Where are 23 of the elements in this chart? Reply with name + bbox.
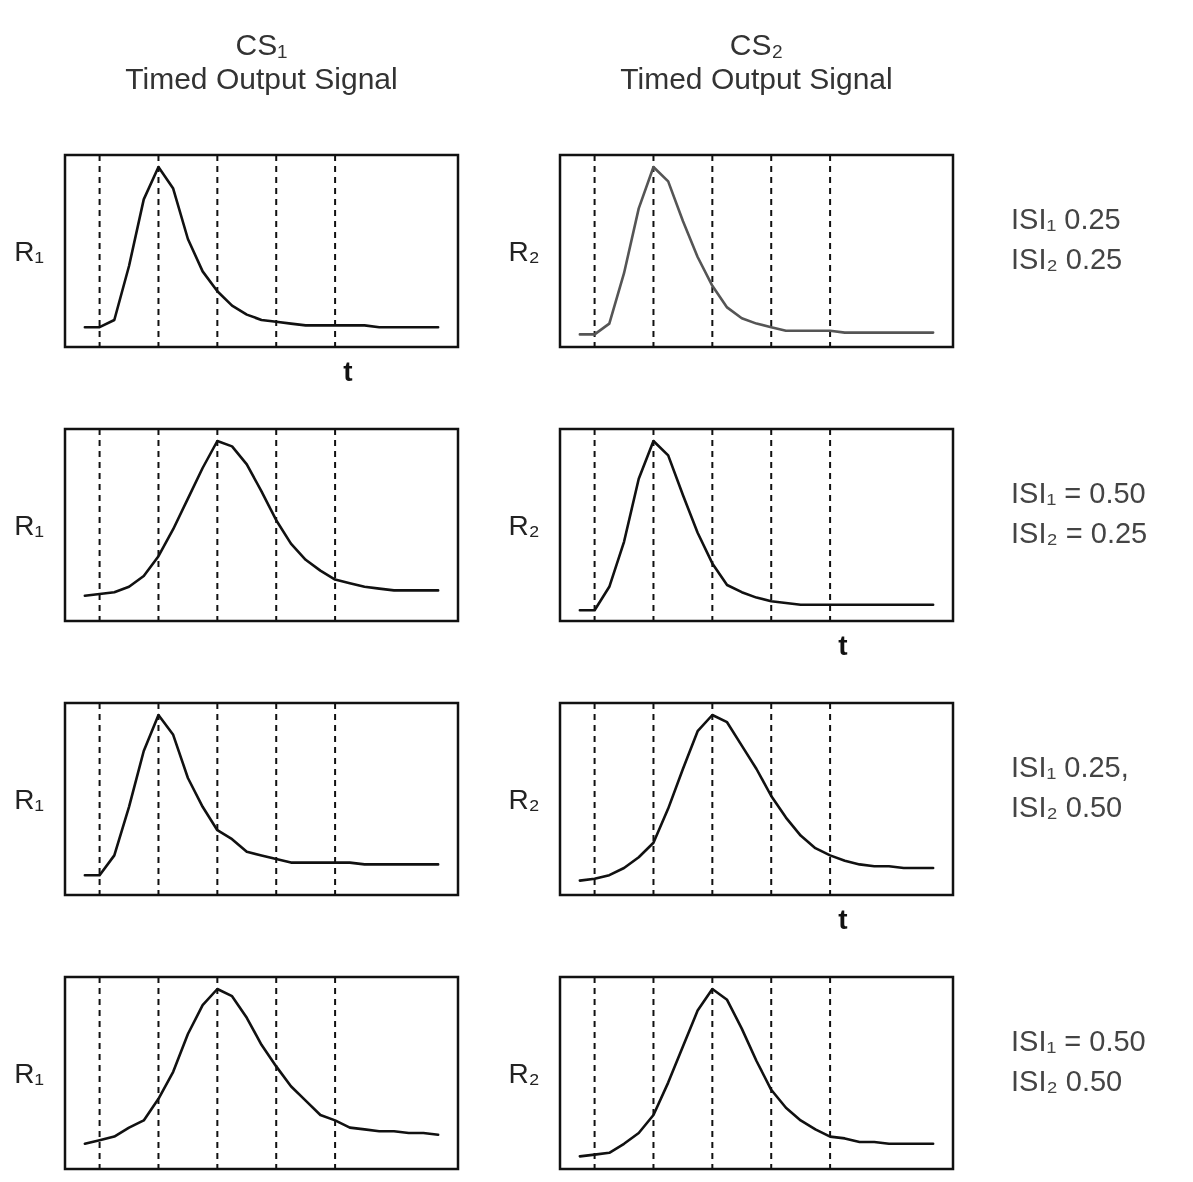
x-axis-title: t <box>343 356 353 387</box>
text: ISI₁ 0.25 <box>1011 203 1121 235</box>
y-axis-title: R₂ <box>508 784 540 815</box>
chart-subtitle: Timed Output Signal <box>125 62 398 95</box>
x-axis-title: t <box>838 630 848 661</box>
text: ISI₁ = 0.50 <box>1011 477 1146 509</box>
y-axis-title: R₂ <box>508 236 540 267</box>
text: ISI₁ 0.25, <box>1011 751 1129 783</box>
text: ISI₂ 0.50 <box>1011 1065 1123 1097</box>
text: ISI₂ = 0.25 <box>1011 517 1148 549</box>
chart-title: CS₁ <box>235 28 288 61</box>
y-axis-title: R₁ <box>14 1058 44 1089</box>
y-axis-title: R₁ <box>14 236 44 267</box>
y-axis-title: R₁ <box>14 784 44 815</box>
x-axis-title: t <box>838 904 848 935</box>
y-axis-title: R₁ <box>14 510 44 541</box>
y-axis-title: R₂ <box>508 510 540 541</box>
text: ISI₁ = 0.50 <box>1011 1025 1146 1057</box>
text: ISI₂ 0.25 <box>1011 243 1123 275</box>
chart-subtitle: Timed Output Signal <box>620 62 893 95</box>
text: ISI₂ 0.50 <box>1011 791 1123 823</box>
y-axis-title: R₂ <box>508 1058 540 1089</box>
chart-title: CS₂ <box>729 28 784 61</box>
